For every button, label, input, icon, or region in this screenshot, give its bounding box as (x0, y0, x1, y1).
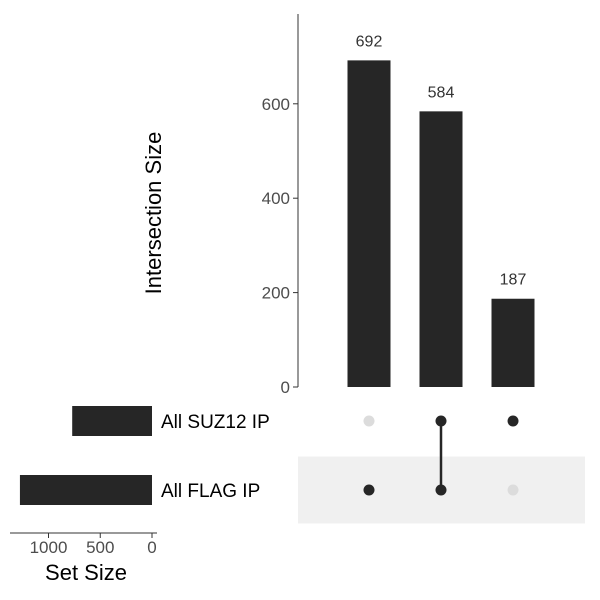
y-tick-label: 200 (262, 284, 290, 303)
intersection-bar (491, 298, 535, 387)
matrix-dot-active (363, 484, 375, 496)
intersection-bar-label: 692 (356, 33, 383, 50)
intersection-bar (419, 111, 463, 388)
intersection-bar-label: 187 (500, 272, 527, 289)
intersection-bar (347, 60, 391, 387)
matrix-dot-inactive (507, 484, 519, 496)
matrix-dot-active (435, 415, 447, 427)
y-tick-label: 400 (262, 189, 290, 208)
matrix-dot-inactive (363, 415, 375, 427)
x-axis-title: Set Size (45, 560, 127, 585)
set-name-label: All FLAG IP (161, 481, 260, 502)
set-size-bar (72, 406, 152, 436)
set-name-label: All SUZ12 IP (161, 412, 270, 433)
intersection-bar-label: 584 (428, 84, 455, 101)
set-size-bar (19, 475, 152, 505)
matrix-dot-active (435, 484, 447, 496)
matrix-dot-active (507, 415, 519, 427)
y-tick-label: 600 (262, 95, 290, 114)
x-tick-label: 500 (86, 538, 114, 557)
y-axis-title: Intersection Size (141, 132, 166, 295)
y-tick-label: 0 (281, 378, 290, 397)
x-tick-label: 1000 (30, 538, 68, 557)
x-tick-label: 0 (147, 538, 156, 557)
